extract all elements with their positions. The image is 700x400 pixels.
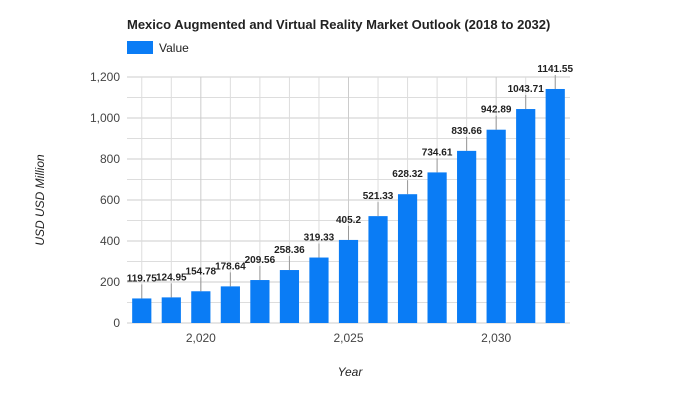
x-tick-label: 2,030	[481, 331, 511, 345]
y-axis-ticks: 0 200 400 600 800 1,000 1,200	[90, 70, 120, 330]
bar-2023	[279, 270, 300, 323]
bar-2018	[132, 298, 152, 323]
y-tick-label: 800	[100, 152, 120, 166]
data-label-2023: 258.36	[274, 245, 305, 256]
bar-2026	[368, 216, 388, 323]
data-label-2025: 405.2	[336, 215, 361, 226]
bar-2030	[486, 129, 506, 323]
bar-2022	[250, 280, 270, 323]
bar-2021	[220, 286, 240, 323]
data-label-2031: 1043.71	[508, 84, 545, 95]
y-tick-label: 200	[100, 275, 120, 289]
bar-2024	[309, 257, 329, 323]
data-label-2032: 1141.55	[537, 64, 573, 75]
data-label-2026: 521.33	[363, 191, 394, 202]
data-label-2027: 628.32	[392, 169, 423, 180]
data-label-2028: 734.61	[422, 147, 453, 158]
data-label-2018: 119.75	[127, 273, 157, 284]
chart-title: Mexico Augmented and Virtual Reality Mar…	[127, 17, 550, 32]
x-tick-label: 2,020	[186, 331, 216, 345]
bar-2028	[427, 172, 447, 323]
data-labels: 119.75 124.95154.78178.64209.56258.36319.…	[127, 64, 573, 299]
data-label-2029: 839.66	[451, 126, 482, 137]
bar-2019	[161, 297, 181, 323]
bar-2032	[545, 88, 565, 324]
x-axis-title: Year	[338, 365, 364, 379]
x-tick-label: 2,025	[333, 331, 363, 345]
data-label-2019: 124.95	[156, 272, 187, 283]
bar-2031	[516, 109, 536, 323]
x-axis-ticks: 2,020 2,025 2,030	[186, 331, 512, 345]
legend-swatch-value	[127, 41, 153, 54]
bar-2027	[397, 194, 418, 323]
data-label-2021: 178.64	[215, 261, 246, 272]
y-axis-title: USD USD Million	[33, 154, 47, 246]
bar-2025	[338, 239, 359, 323]
y-tick-label: 0	[113, 316, 120, 330]
data-label-2020: 154.78	[186, 266, 217, 277]
data-label-2022: 209.56	[245, 255, 276, 266]
data-label-2024: 319.33	[304, 233, 335, 244]
y-tick-label: 1,000	[90, 111, 120, 125]
bar-2020	[191, 291, 211, 323]
y-tick-label: 600	[100, 193, 120, 207]
bar-2029	[457, 150, 477, 323]
y-tick-label: 400	[100, 234, 120, 248]
data-label-2030: 942.89	[481, 105, 512, 116]
legend: Value	[127, 41, 189, 55]
y-tick-label: 1,200	[90, 70, 120, 84]
legend-label-value: Value	[159, 41, 189, 55]
bars	[132, 88, 565, 324]
